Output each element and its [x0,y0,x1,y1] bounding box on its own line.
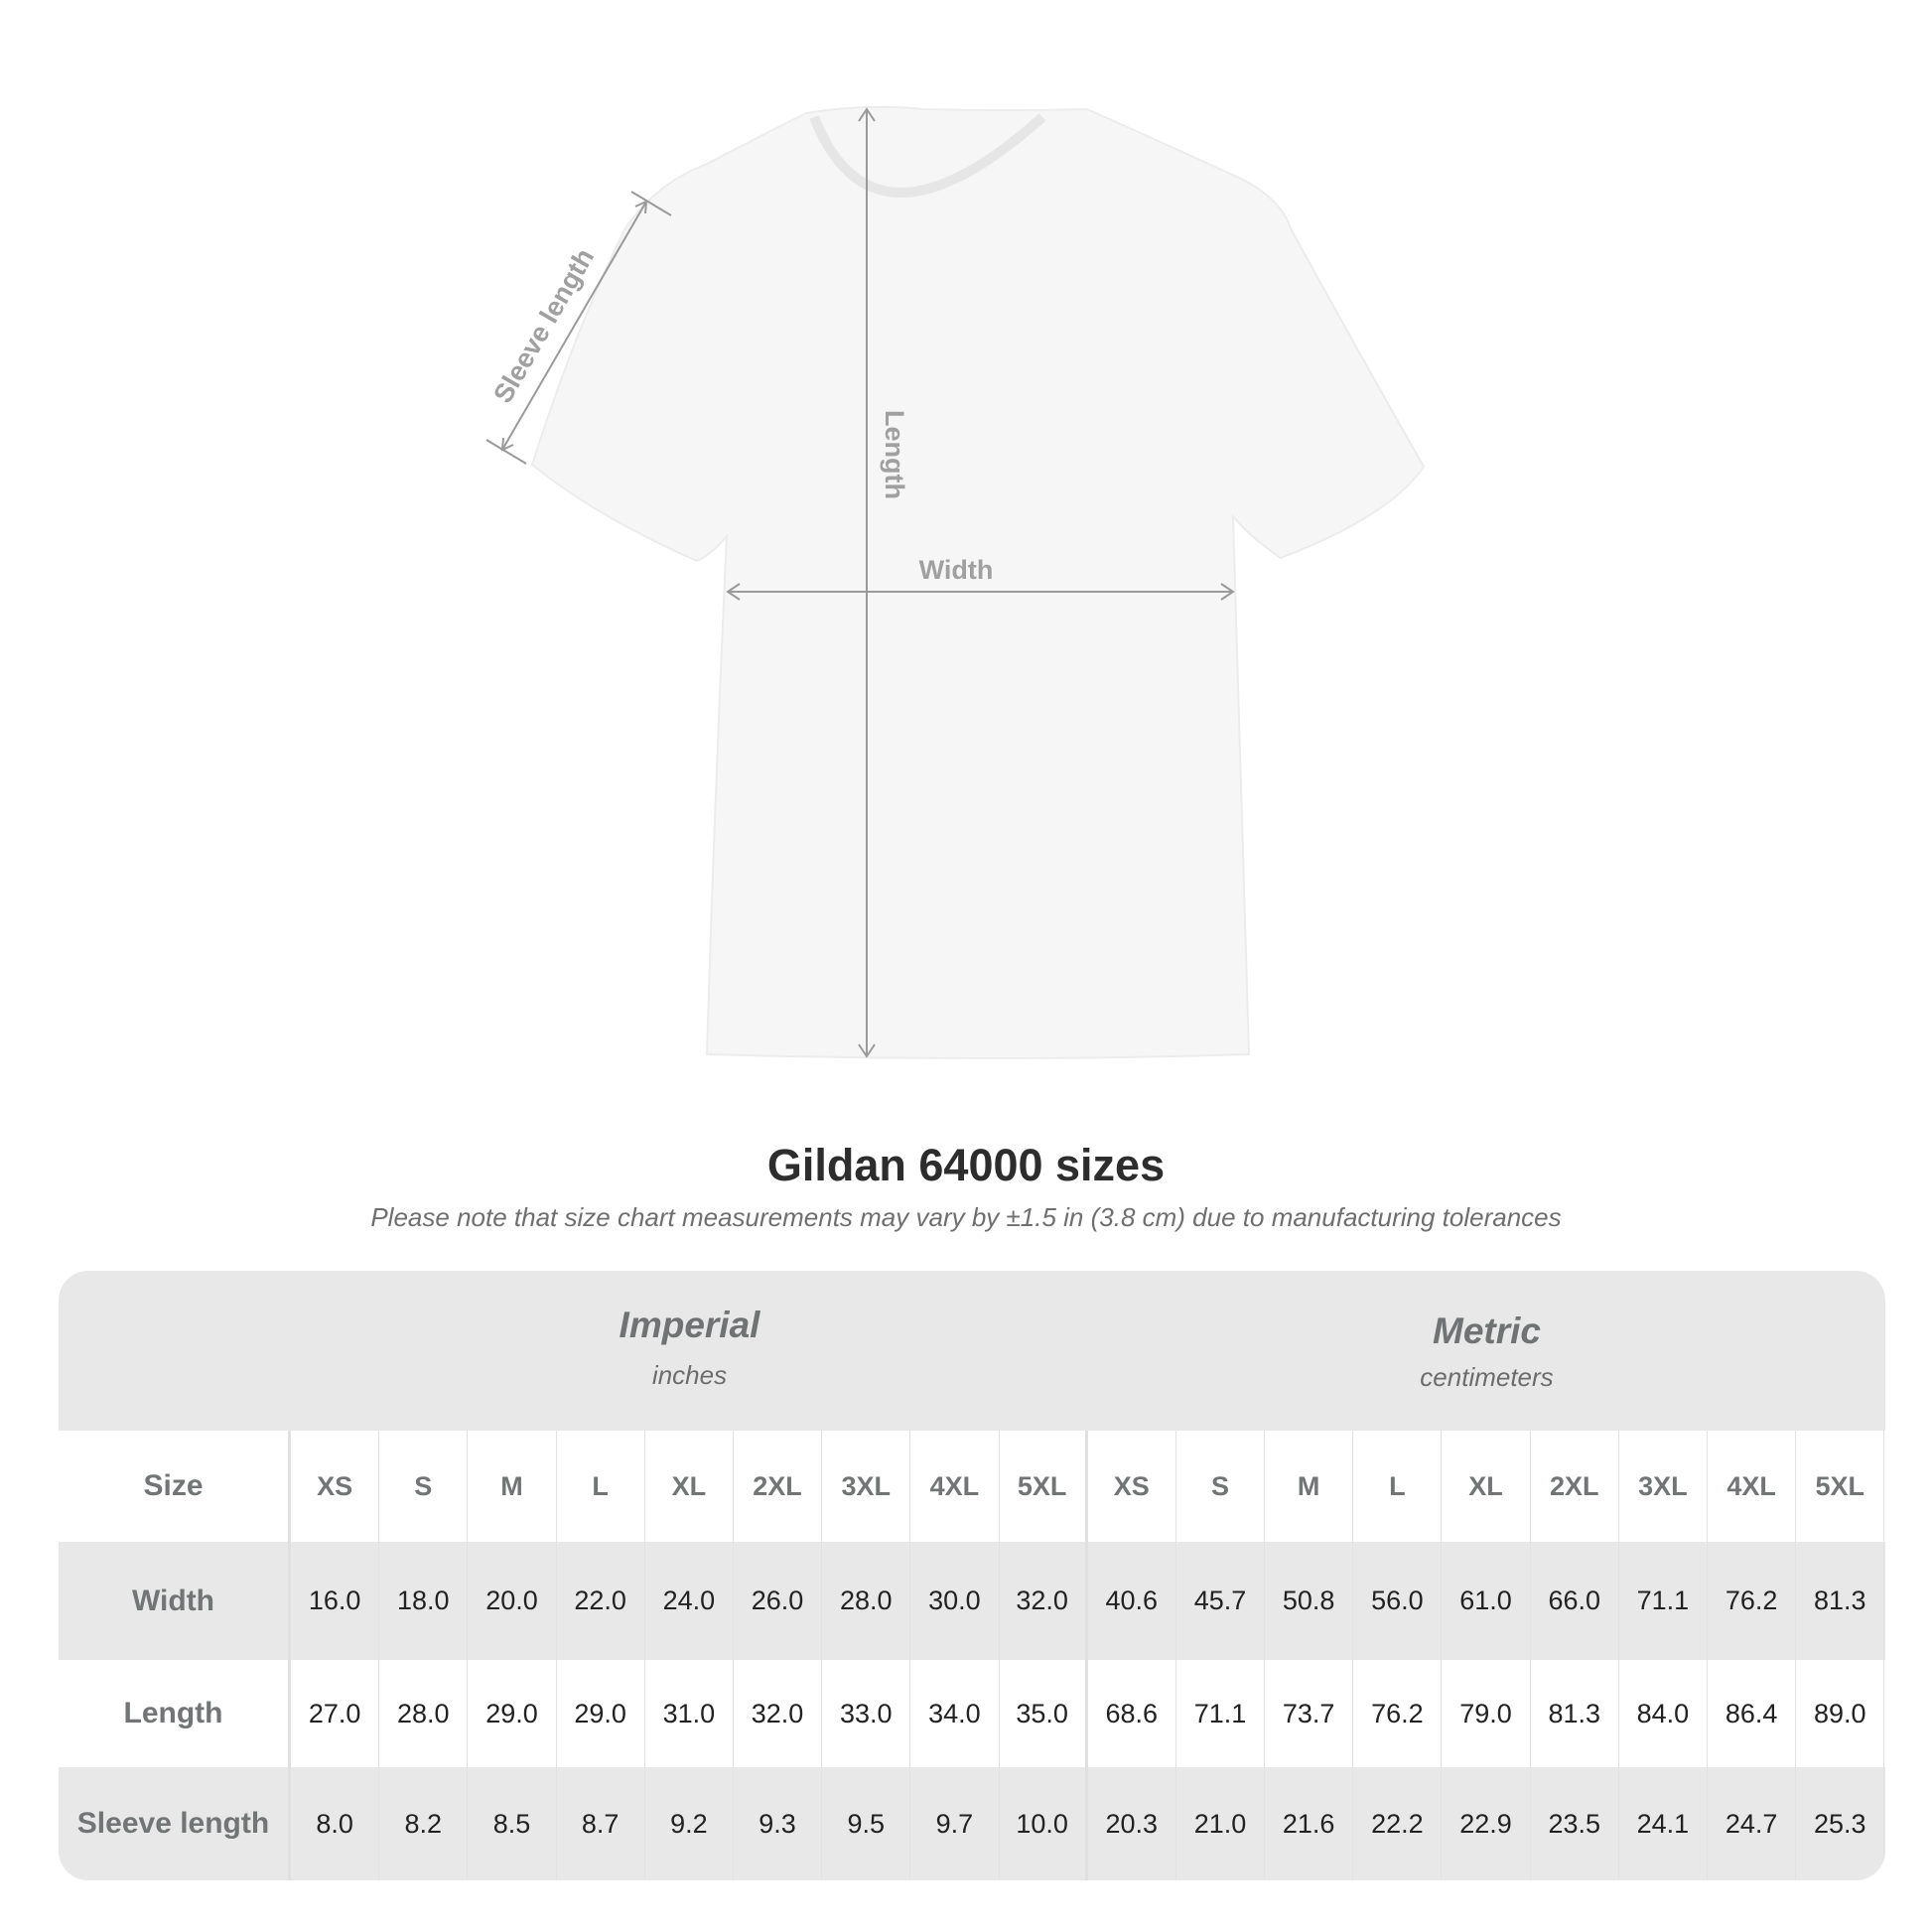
size-header-cell: 2XL [1531,1431,1619,1542]
value-cell: 68.6 [1088,1660,1176,1767]
table-row-size: Size XS S M L XL 2XL 3XL 4XL 5XL XS S M L XL 2XL 3XL 4XL 5… [59,1431,1885,1542]
value-cell: 61.0 [1442,1542,1531,1660]
imperial-unit: inches [651,1360,728,1390]
value-cell: 21.6 [1265,1767,1354,1880]
size-header-cell: M [468,1431,557,1542]
value-cell: 8.5 [468,1767,557,1880]
width-label: Width [919,555,994,585]
size-header-cell: XL [1442,1431,1531,1542]
metric-unit: centimeters [1420,1362,1554,1392]
value-cell: 8.0 [291,1767,380,1880]
value-cell: 24.7 [1708,1767,1797,1880]
value-cell: 20.0 [468,1542,557,1660]
value-cell: 21.0 [1176,1767,1266,1880]
value-cell: 66.0 [1531,1542,1619,1660]
value-cell: 23.5 [1531,1767,1619,1880]
value-cell: 10.0 [1000,1767,1088,1880]
value-cell: 32.0 [734,1660,823,1767]
size-header-cell: L [557,1431,645,1542]
value-cell: 8.7 [557,1767,645,1880]
value-cell: 25.3 [1796,1767,1885,1880]
value-cell: 16.0 [291,1542,380,1660]
value-cell: 45.7 [1176,1542,1266,1660]
value-cell: 81.3 [1531,1660,1619,1767]
value-cell: 22.9 [1442,1767,1531,1880]
value-cell: 22.0 [557,1542,645,1660]
value-cell: 76.2 [1708,1542,1797,1660]
value-cell: 71.1 [1619,1542,1708,1660]
size-header-cell: M [1265,1431,1354,1542]
value-cell: 50.8 [1265,1542,1354,1660]
imperial-label: Imperial [619,1305,760,1345]
value-cell: 30.0 [910,1542,1000,1660]
value-cell: 89.0 [1796,1660,1885,1767]
size-header-cell: XL [645,1431,734,1542]
size-header-cell: 2XL [734,1431,823,1542]
value-cell: 18.0 [379,1542,469,1660]
row-label-width: Width [59,1542,291,1660]
value-cell: 29.0 [557,1660,645,1767]
value-cell: 79.0 [1442,1660,1531,1767]
table-row-length: Length 27.0 28.0 29.0 29.0 31.0 32.0 33.0 34.0 35… [59,1660,1885,1767]
value-cell: 40.6 [1088,1542,1176,1660]
value-cell: 8.2 [379,1767,469,1880]
size-header-cell: 4XL [910,1431,1000,1542]
value-cell: 24.0 [645,1542,734,1660]
size-header-cell: 5XL [1000,1431,1088,1542]
value-cell: 31.0 [645,1660,734,1767]
value-cell: 9.7 [910,1767,1000,1880]
tolerance-note: Please note that size chart measurements… [370,1202,1562,1232]
row-label-length: Length [59,1660,291,1767]
size-header-cell: S [1176,1431,1266,1542]
size-header-cell: 5XL [1796,1431,1885,1542]
value-cell: 9.5 [822,1767,911,1880]
value-cell: 26.0 [734,1542,823,1660]
length-label: Length [880,410,909,499]
size-header-cell: 3XL [1619,1431,1708,1542]
value-cell: 22.2 [1353,1767,1443,1880]
value-cell: 76.2 [1353,1660,1443,1767]
row-label-sleeve: Sleeve length [59,1767,291,1880]
chart-title: Gildan 64000 sizes [766,1140,1166,1190]
size-header-cell: XS [291,1431,380,1542]
value-cell: 35.0 [1000,1660,1088,1767]
value-cell: 84.0 [1619,1660,1708,1767]
tshirt-image [530,105,1426,1059]
size-header-cell: L [1353,1431,1443,1542]
value-cell: 9.3 [734,1767,823,1880]
size-table: Imperial inches Metric centimeters Size X… [59,1271,1885,1880]
table-row-width: Width 16.0 18.0 20.0 22.0 24.0 26.0 28.0 30.0 32.… [59,1542,1885,1660]
value-cell: 28.0 [822,1542,911,1660]
size-header-cell: 4XL [1708,1431,1797,1542]
size-header-cell: 3XL [822,1431,911,1542]
size-header-cell: S [379,1431,469,1542]
value-cell: 86.4 [1708,1660,1797,1767]
value-cell: 73.7 [1265,1660,1354,1767]
table-row-sleeve: Sleeve length 8.0 8.2 8.5 8.7 9.2 9.3 9.5 9.7 10.… [59,1767,1885,1880]
value-cell: 20.3 [1088,1767,1176,1880]
metric-label: Metric [1433,1311,1541,1351]
value-cell: 33.0 [822,1660,911,1767]
value-cell: 9.2 [645,1767,734,1880]
row-label-size: Size [59,1431,291,1542]
size-header-cell: XS [1088,1431,1176,1542]
value-cell: 32.0 [1000,1542,1088,1660]
value-cell: 71.1 [1176,1660,1266,1767]
value-cell: 56.0 [1353,1542,1443,1660]
tshirt-diagram: Length Width Sleeve length [485,105,1426,1059]
value-cell: 29.0 [468,1660,557,1767]
value-cell: 81.3 [1796,1542,1885,1660]
imperial-header: Imperial inches [291,1271,1088,1464]
value-cell: 28.0 [379,1660,469,1767]
metric-header: Metric centimeters [1088,1271,1885,1470]
value-cell: 34.0 [910,1660,1000,1767]
value-cell: 27.0 [291,1660,380,1767]
value-cell: 24.1 [1619,1767,1708,1880]
